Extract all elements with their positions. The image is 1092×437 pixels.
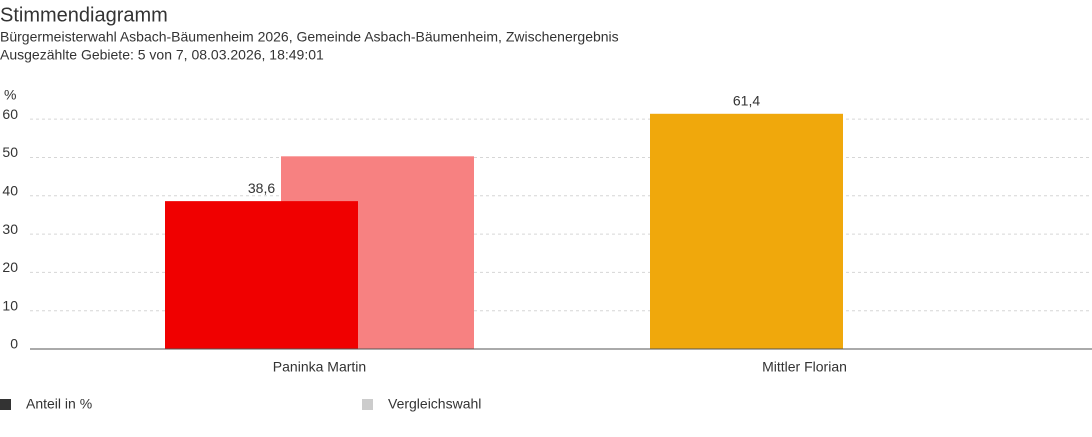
- chart-subtitle: Ausgezählte Gebiete: 5 von 7, 08.03.2026…: [0, 47, 324, 63]
- y-axis-label: %: [4, 87, 16, 103]
- y-tick-label: 50: [2, 144, 18, 160]
- data-label: 38,6: [248, 180, 275, 196]
- data-label: 61,4: [733, 92, 760, 108]
- chart-title: Stimmendiagramm: [0, 4, 168, 26]
- bar: [165, 201, 358, 349]
- y-tick-label: 20: [2, 259, 18, 275]
- y-tick-label: 10: [2, 297, 18, 313]
- y-tick-label: 60: [2, 106, 18, 122]
- chart-subtitle: Bürgermeisterwahl Asbach-Bäumenheim 2026…: [0, 29, 619, 45]
- y-tick-label: 30: [2, 221, 18, 237]
- legend-label: Anteil in %: [26, 396, 92, 412]
- x-tick-label: Mittler Florian: [762, 359, 847, 375]
- x-tick-label: Paninka Martin: [273, 359, 366, 375]
- legend-swatch: [362, 399, 373, 410]
- y-tick-label: 0: [10, 336, 18, 352]
- legend-label: Vergleichswahl: [388, 396, 481, 412]
- y-tick-label: 40: [2, 182, 18, 198]
- bar: [650, 113, 843, 349]
- legend-swatch: [0, 399, 11, 410]
